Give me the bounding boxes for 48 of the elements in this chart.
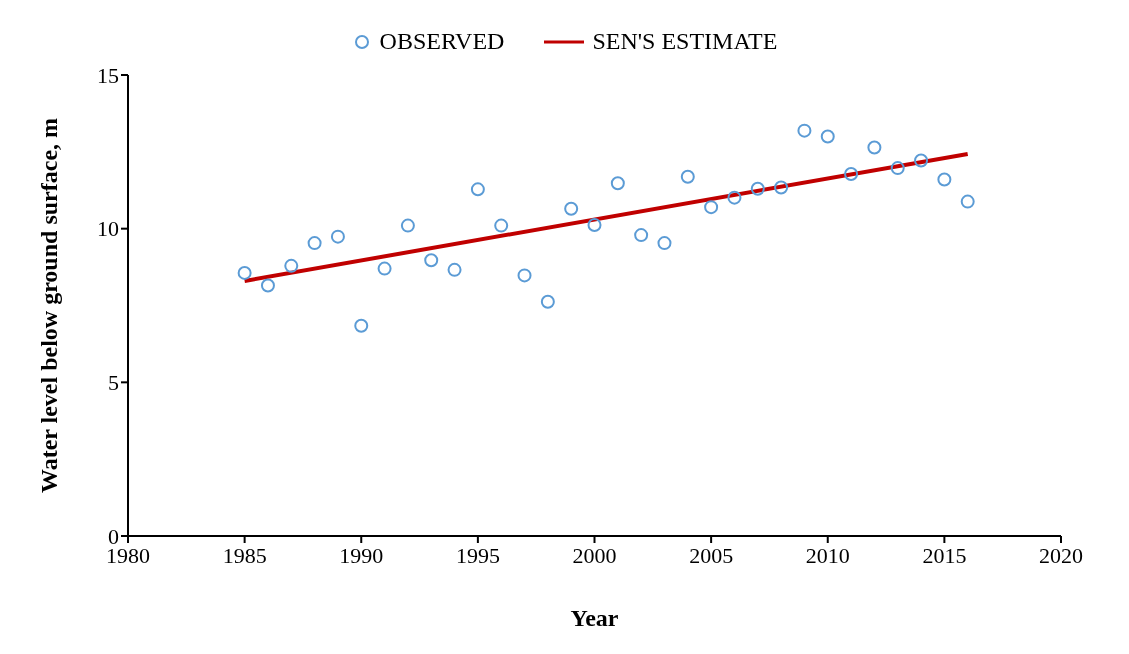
point bbox=[517, 268, 532, 283]
legend-label: OBSERVED bbox=[379, 28, 505, 55]
point bbox=[260, 278, 275, 293]
legend-label: SEN'S ESTIMATE bbox=[592, 28, 778, 55]
x-tick-label: 2020 bbox=[1039, 542, 1083, 568]
y-axis-title: Water level below ground surface, m bbox=[35, 117, 62, 494]
point bbox=[914, 153, 929, 168]
point bbox=[750, 181, 765, 196]
y-tick-label: 10 bbox=[97, 216, 119, 242]
point bbox=[307, 236, 322, 251]
point bbox=[960, 194, 975, 209]
point bbox=[494, 218, 509, 233]
point bbox=[844, 166, 859, 181]
point bbox=[937, 172, 952, 187]
y-tick-label: 15 bbox=[97, 62, 119, 88]
y-tick-label: 0 bbox=[108, 523, 119, 549]
x-tick-label: 1995 bbox=[455, 542, 500, 568]
point bbox=[797, 123, 812, 138]
x-tick-label: 2000 bbox=[572, 542, 617, 568]
point bbox=[657, 236, 672, 251]
point bbox=[470, 182, 485, 197]
point bbox=[400, 218, 415, 233]
point bbox=[424, 253, 439, 268]
point bbox=[774, 180, 789, 195]
x-tick-label: 2005 bbox=[689, 542, 734, 568]
point bbox=[564, 201, 579, 216]
point bbox=[330, 229, 345, 244]
point bbox=[354, 318, 369, 333]
point bbox=[867, 140, 882, 155]
point bbox=[447, 262, 462, 277]
point bbox=[820, 129, 835, 144]
point bbox=[727, 190, 742, 205]
point bbox=[704, 200, 719, 215]
point bbox=[610, 176, 625, 191]
point bbox=[377, 261, 392, 276]
x-axis-title: Year bbox=[570, 605, 619, 631]
x-tick-label: 2010 bbox=[805, 542, 850, 568]
point bbox=[237, 265, 252, 280]
point bbox=[634, 228, 649, 243]
point bbox=[284, 258, 299, 273]
point bbox=[680, 169, 695, 184]
point bbox=[587, 217, 602, 232]
x-tick-label: 2015 bbox=[922, 542, 967, 568]
x-tick-label: 1985 bbox=[222, 542, 267, 568]
x-tick-label: 1990 bbox=[339, 542, 384, 568]
point bbox=[890, 161, 905, 176]
y-tick-label: 5 bbox=[108, 370, 119, 396]
point bbox=[540, 294, 555, 309]
